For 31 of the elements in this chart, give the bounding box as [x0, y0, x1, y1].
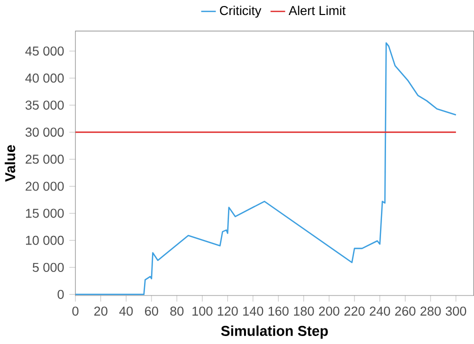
x-axis-title: Simulation Step — [221, 326, 328, 340]
y-tick-label: 15 000 — [26, 208, 64, 218]
legend-label: Alert Limit — [288, 6, 346, 16]
x-tick-label: 60 — [145, 306, 158, 316]
x-tick-label: 200 — [319, 306, 340, 316]
x-tick-label: 80 — [170, 306, 184, 316]
x-tick-label: 220 — [344, 306, 365, 316]
x-tick-label: 140 — [243, 306, 264, 316]
y-tick-label: 30 000 — [26, 128, 64, 137]
y-tick-label: 10 000 — [26, 236, 64, 246]
y-tick-label: 45 000 — [25, 46, 64, 56]
x-tick-label: 240 — [370, 306, 390, 316]
y-tick-label: 25 000 — [26, 154, 64, 164]
x-tick-label: 100 — [192, 306, 212, 316]
x-tick-label: 280 — [420, 306, 441, 316]
y-tick-label: 20 000 — [26, 182, 64, 192]
x-tick-label: 300 — [446, 306, 466, 316]
x-tick-label: 260 — [395, 306, 416, 316]
y-tick-label: 0 — [58, 290, 64, 300]
x-tick-label: 120 — [218, 306, 238, 316]
legend-label: Criticity — [220, 6, 262, 18]
line-series — [75, 42, 457, 296]
x-tick-label: 20 — [94, 306, 108, 316]
x-tick-label: 40 — [119, 306, 133, 316]
x-tick-label: 180 — [294, 306, 314, 316]
y-tick-label: 35 000 — [26, 100, 64, 110]
y-tick-label: 40 000 — [25, 74, 64, 83]
x-tick-label: 160 — [268, 306, 289, 316]
y-axis-title: Value — [4, 145, 16, 182]
x-tick-label: 0 — [72, 306, 78, 316]
y-tick-label: 5 000 — [32, 263, 64, 272]
